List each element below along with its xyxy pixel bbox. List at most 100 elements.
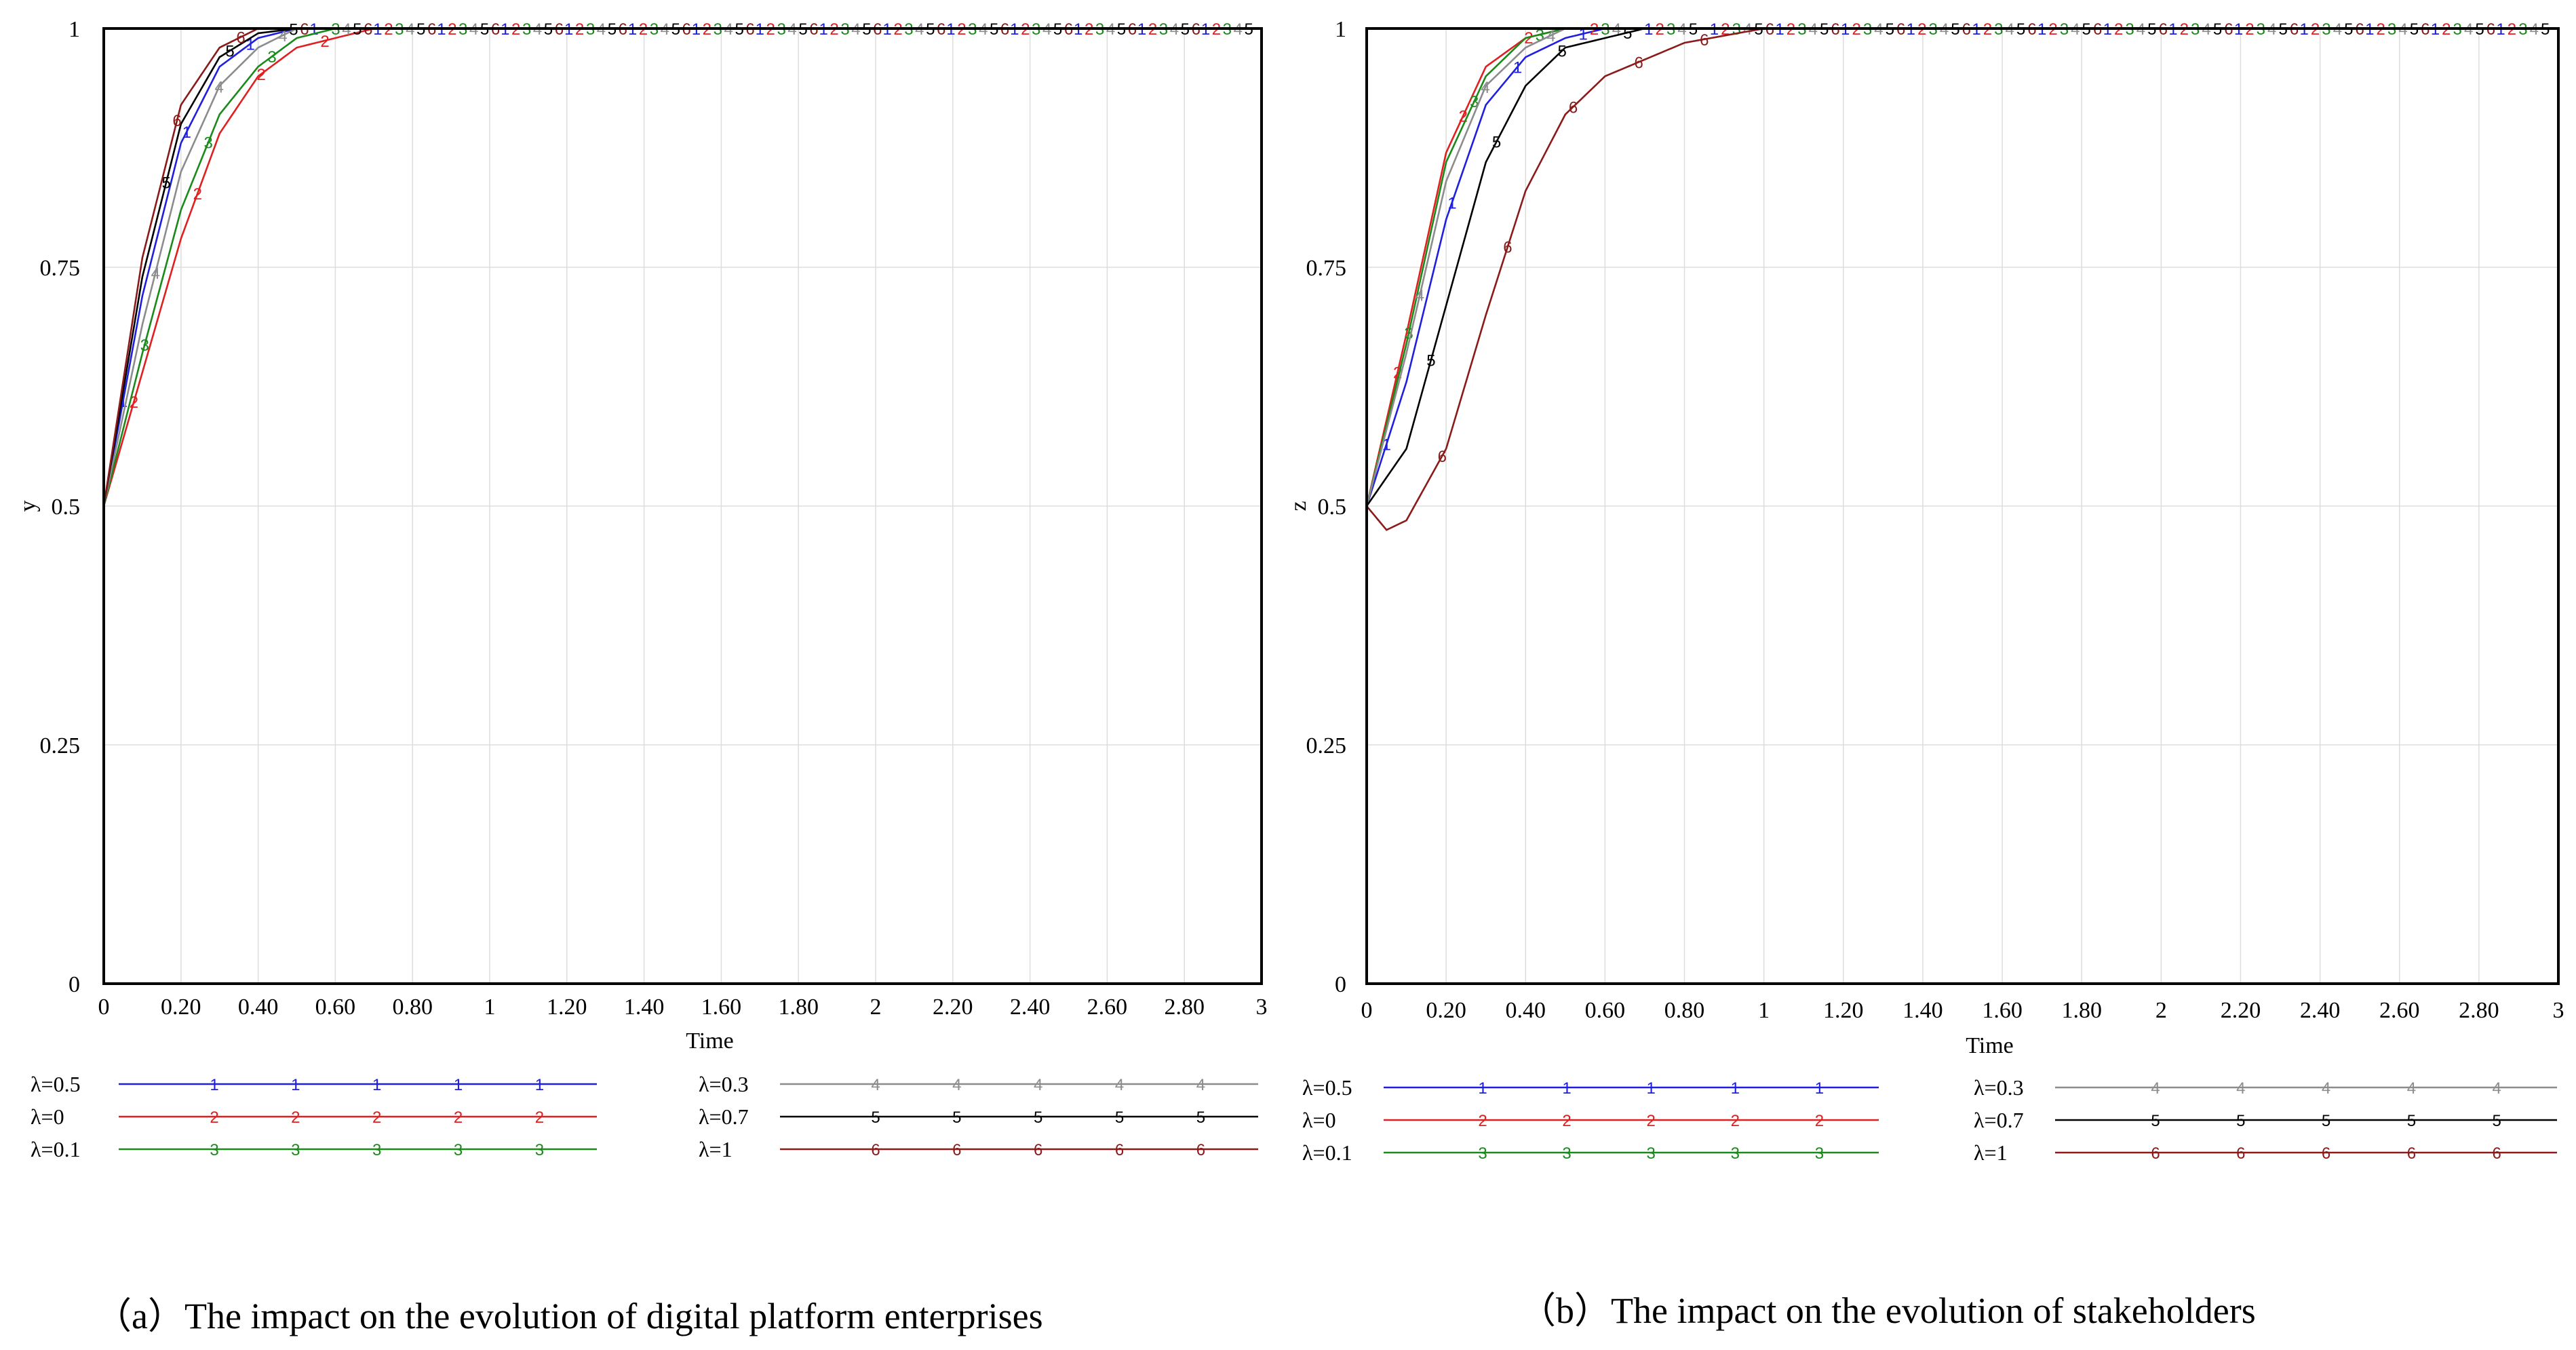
legend-marker: 1: [1647, 1079, 1656, 1098]
x-tick-label: 0.80: [1664, 998, 1705, 1023]
legend-label: λ=0.7: [699, 1104, 749, 1129]
legend-marker: 3: [1478, 1144, 1487, 1163]
x-tick-label: 2.20: [933, 995, 973, 1020]
y-tick-label: 0.75: [40, 256, 81, 281]
legend-marker: 2: [1562, 1112, 1571, 1130]
x-tick-label: 2.80: [2459, 998, 2499, 1023]
series-marker-2: 2: [1524, 29, 1533, 47]
legend-label: λ=1: [1974, 1140, 2008, 1165]
legend-marker: 5: [1034, 1108, 1042, 1127]
series-marker-6: 6: [172, 112, 181, 130]
series-marker-1: 1: [1447, 194, 1456, 212]
legend-marker: 1: [1815, 1079, 1824, 1098]
legend-marker: 2: [1478, 1112, 1487, 1130]
legend-marker: 4: [2322, 1079, 2330, 1098]
y-tick-label: 1: [69, 17, 80, 42]
x-tick-label: 0.20: [1426, 998, 1466, 1023]
x-tick-label: 2.40: [1010, 995, 1051, 1020]
series-marker-1: 1: [1513, 58, 1522, 77]
legend-marker: 2: [1815, 1112, 1824, 1130]
legend-label: λ=0.5: [31, 1072, 81, 1096]
y-tick-label: 0.25: [1306, 733, 1347, 758]
series-marker-1: 1: [182, 123, 191, 142]
legend-marker: 1: [291, 1076, 300, 1094]
legend-label: λ=0.5: [1302, 1075, 1352, 1100]
legend-marker: 5: [2407, 1112, 2416, 1130]
y-axis-label: y: [16, 501, 41, 512]
grid-b: [1366, 28, 2559, 984]
x-tick-label: 3: [2553, 998, 2564, 1023]
series-marker-4: 4: [151, 265, 160, 283]
legend-marker: 2: [1731, 1112, 1740, 1130]
x-tick-label: 0.60: [1585, 998, 1626, 1023]
series-marker-4: 4: [1416, 287, 1424, 305]
legend-marker: 5: [1115, 1108, 1124, 1127]
y-tick-label: 0.5: [1318, 495, 1347, 520]
x-tick-label: 1.40: [1902, 998, 1943, 1023]
x-tick-label: 0.40: [238, 995, 279, 1020]
series-marker-5: 5: [1492, 134, 1501, 152]
series-marker-6: 6: [1569, 98, 1578, 117]
series-marker-4: 4: [214, 79, 223, 97]
legend-marker: 1: [1562, 1079, 1571, 1098]
legend-marker: 1: [372, 1076, 381, 1094]
x-tick-label: 2.60: [2379, 998, 2420, 1023]
x-tick-label: 1.40: [624, 995, 665, 1020]
x-axis-label: Time: [1966, 1033, 2014, 1058]
series-marker-2: 2: [256, 66, 265, 84]
series-marker-5: 5: [225, 43, 234, 61]
series-marker-5: 5: [289, 21, 298, 39]
x-tick-label: 1.60: [1982, 998, 2023, 1023]
legend-label: λ=0.7: [1974, 1108, 2024, 1132]
series-marker-6: 6: [1635, 54, 1643, 72]
legend-marker: 4: [2151, 1079, 2160, 1098]
x-tick-label: 2.60: [1087, 995, 1128, 1020]
series-marker-6: 6: [236, 29, 245, 47]
legend-marker: 3: [210, 1141, 218, 1159]
y-tick-label: 0.5: [52, 495, 81, 520]
legend-label: λ=0: [31, 1104, 64, 1129]
legend-marker: 3: [1647, 1144, 1656, 1163]
series-marker-4: 4: [1481, 79, 1489, 97]
series-marker-6: 6: [1700, 31, 1709, 50]
series-marker-3: 3: [267, 48, 276, 66]
x-tick-label: 1.20: [1823, 998, 1864, 1023]
legend-marker: 3: [454, 1141, 463, 1159]
x-tick-label: 2: [2155, 998, 2167, 1023]
series-marker-3: 3: [204, 134, 213, 153]
series-line-6: [1366, 27, 2558, 531]
legend-marker: 5: [2236, 1112, 2245, 1130]
legend-marker: 3: [372, 1141, 381, 1159]
panel-caption: （b）The impact on the evolution of stakeh…: [1519, 1290, 2256, 1331]
legend-marker: 6: [2151, 1144, 2160, 1163]
series-marker-3: 3: [1470, 93, 1479, 111]
series-marker-3: 3: [140, 336, 149, 355]
legend-marker: 6: [2322, 1144, 2330, 1163]
legend-marker: 5: [952, 1108, 961, 1127]
x-tick-label: 0.20: [161, 995, 201, 1020]
legend-marker: 6: [871, 1141, 880, 1159]
series-marker-5: 5: [1426, 352, 1435, 370]
legend-marker: 1: [1478, 1079, 1487, 1098]
series-marker-4: 4: [278, 27, 287, 45]
x-tick-label: 1: [1758, 998, 1770, 1023]
legend-label: λ=1: [699, 1137, 733, 1161]
legend-marker: 6: [1196, 1141, 1205, 1159]
x-tick-label: 1.60: [701, 995, 742, 1020]
legend-marker: 6: [2407, 1144, 2416, 1163]
grid-a: [103, 28, 1262, 984]
x-axis-label: Time: [686, 1028, 734, 1054]
series-marker-6: 6: [1503, 239, 1512, 257]
legend-label: λ=0.1: [31, 1137, 81, 1161]
legend-marker: 6: [2493, 1144, 2501, 1163]
legend-marker: 4: [2407, 1079, 2416, 1098]
x-tick-label: 2.80: [1164, 995, 1205, 1020]
legend-marker: 4: [1196, 1076, 1205, 1094]
legend-marker: 5: [2151, 1112, 2160, 1130]
legend-marker: 6: [2236, 1144, 2245, 1163]
x-tick-label: 0.60: [315, 995, 356, 1020]
legend-marker: 4: [1034, 1076, 1042, 1094]
legend-marker: 3: [1815, 1144, 1824, 1163]
